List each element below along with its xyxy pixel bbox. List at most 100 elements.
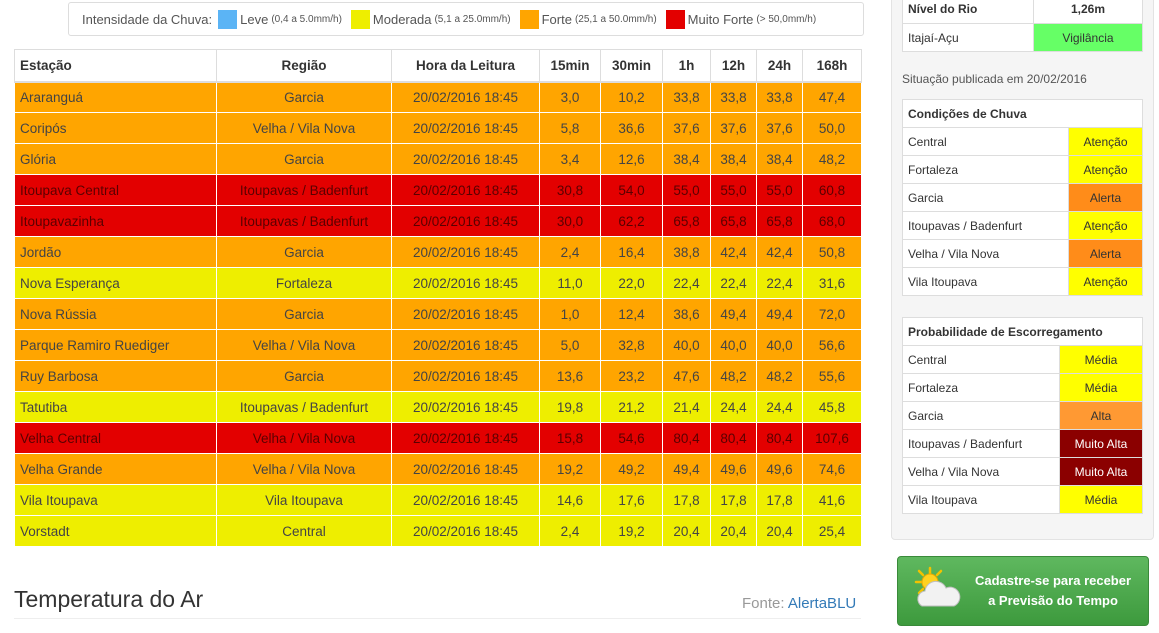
- rain-168h: 50,8: [802, 236, 862, 268]
- reading-time: 20/02/2016 18:45: [391, 267, 540, 299]
- list-item: Garcia Alerta: [902, 183, 1143, 212]
- legend-item-muito-forte: Muito Forte (> 50,0mm/h): [660, 9, 817, 29]
- rain-1h: 65,8: [662, 205, 711, 237]
- rain-conditions-table: Condições de Chuva Central Atenção Fortale…: [902, 99, 1143, 296]
- rain-30min: 23,2: [600, 360, 663, 392]
- table-row: Parque Ramiro Ruediger Velha / Vila Nova 2…: [14, 329, 862, 361]
- rain-12h: 55,0: [710, 174, 757, 206]
- rain-12h: 65,8: [710, 205, 757, 237]
- rain-12h: 37,6: [710, 112, 757, 144]
- rain-1h: 38,8: [662, 236, 711, 268]
- rain-24h: 33,8: [756, 81, 803, 113]
- reading-time: 20/02/2016 18:45: [391, 112, 540, 144]
- river-header-row: Nível do Rio 1,26m: [902, 0, 1143, 24]
- rain-15min: 30,8: [539, 174, 601, 206]
- reading-time: 20/02/2016 18:45: [391, 391, 540, 423]
- rain-12h: 24,4: [710, 391, 757, 423]
- rain-1h: 49,4: [662, 453, 711, 485]
- region-name: Velha / Vila Nova: [902, 239, 1069, 268]
- rain-conditions-body: Central Atenção Fortaleza Atenção Garcia Aler…: [902, 127, 1143, 296]
- rain-1h: 38,4: [662, 143, 711, 175]
- list-item: Central Atenção: [902, 127, 1143, 156]
- rain-intensity-legend: Intensidade da Chuva: Leve (0,4 a 5.0mm/…: [68, 2, 864, 36]
- rain-168h: 72,0: [802, 298, 862, 330]
- region: Fortaleza: [216, 267, 392, 299]
- rain-168h: 55,6: [802, 360, 862, 392]
- register-forecast-button[interactable]: Cadastre-se para receber a Previsão do T…: [897, 556, 1149, 626]
- rain-168h: 47,4: [802, 81, 862, 113]
- legend-label: Leve: [240, 11, 269, 27]
- rain-168h: 31,6: [802, 267, 862, 299]
- legend-range: (> 50,0mm/h): [756, 13, 817, 25]
- status-badge: Média: [1059, 345, 1143, 374]
- table-row: Glória Garcia 20/02/2016 18:45 3,4 12,6 38,4 3…: [14, 143, 862, 175]
- rain-stations-table: Estação Região Hora da Leitura 15min 30m…: [14, 49, 862, 547]
- region-name: Garcia: [902, 183, 1069, 212]
- river-level-table: Nível do Rio 1,26m Itajaí-Açu Vigilância: [902, 0, 1143, 52]
- region: Itoupavas / Badenfurt: [216, 391, 392, 423]
- legend-swatch: [519, 9, 539, 29]
- rain-1h: 37,6: [662, 112, 711, 144]
- reading-time: 20/02/2016 18:45: [391, 81, 540, 113]
- rain-15min: 5,8: [539, 112, 601, 144]
- station-name: Glória: [14, 143, 217, 175]
- legend-swatch: [665, 9, 685, 29]
- list-item: Vila Itoupava Média: [902, 485, 1143, 514]
- header-24h: 24h: [756, 49, 803, 83]
- rain-30min: 16,4: [600, 236, 663, 268]
- legend-range: (0,4 a 5.0mm/h): [271, 13, 342, 25]
- rain-15min: 5,0: [539, 329, 601, 361]
- rain-24h: 80,4: [756, 422, 803, 454]
- table-row: Ruy Barbosa Garcia 20/02/2016 18:45 13,6 23,…: [14, 360, 862, 392]
- river-name: Itajaí-Açu: [902, 23, 1034, 52]
- river-level-value: 1,26m: [1033, 0, 1143, 24]
- rain-1h: 40,0: [662, 329, 711, 361]
- region-name: Garcia: [902, 401, 1060, 430]
- legend-title: Intensidade da Chuva:: [82, 11, 213, 27]
- legend-label: Forte: [541, 11, 572, 27]
- station-name: Jordão: [14, 236, 217, 268]
- region: Garcia: [216, 81, 392, 113]
- rain-24h: 17,8: [756, 484, 803, 516]
- reading-time: 20/02/2016 18:45: [391, 298, 540, 330]
- rain-15min: 3,4: [539, 143, 601, 175]
- rain-15min: 13,6: [539, 360, 601, 392]
- landslide-probability-table: Probabilidade de Escorregamento Central M…: [902, 317, 1143, 514]
- station-name: Itoupavazinha: [14, 205, 217, 237]
- header-regiao: Região: [216, 49, 392, 83]
- rain-15min: 19,8: [539, 391, 601, 423]
- station-name: Tatutiba: [14, 391, 217, 423]
- region: Garcia: [216, 298, 392, 330]
- station-name: Ruy Barbosa: [14, 360, 217, 392]
- region: Itoupavas / Badenfurt: [216, 205, 392, 237]
- rain-30min: 19,2: [600, 515, 663, 547]
- list-item: Itoupavas / Badenfurt Muito Alta: [902, 429, 1143, 458]
- table-body: Araranguá Garcia 20/02/2016 18:45 3,0 10,2 33…: [14, 81, 862, 547]
- weather-icon: [914, 566, 961, 607]
- reading-time: 20/02/2016 18:45: [391, 236, 540, 268]
- region: Garcia: [216, 143, 392, 175]
- legend-range: (5,1 a 25.0mm/h): [434, 13, 511, 25]
- source-link[interactable]: AlertaBLU: [787, 595, 857, 612]
- rain-24h: 37,6: [756, 112, 803, 144]
- rain-30min: 12,6: [600, 143, 663, 175]
- rain-15min: 1,0: [539, 298, 601, 330]
- header-1h: 1h: [662, 49, 711, 83]
- table-header-row: Estação Região Hora da Leitura 15min 30m…: [14, 49, 862, 83]
- rain-168h: 25,4: [802, 515, 862, 547]
- rain-1h: 17,8: [662, 484, 711, 516]
- rain-30min: 22,0: [600, 267, 663, 299]
- table-row: Jordão Garcia 20/02/2016 18:45 2,4 16,4 38,8 4…: [14, 236, 862, 268]
- station-name: Parque Ramiro Ruediger: [14, 329, 217, 361]
- table-row: Nova Rússia Garcia 20/02/2016 18:45 1,0 12,4…: [14, 298, 862, 330]
- station-name: Velha Grande: [14, 453, 217, 485]
- rain-1h: 33,8: [662, 81, 711, 113]
- rain-24h: 65,8: [756, 205, 803, 237]
- legend-label: Muito Forte: [687, 11, 754, 27]
- table-row: Velha Grande Velha / Vila Nova 20/02/2016 …: [14, 453, 862, 485]
- status-badge: Média: [1059, 485, 1143, 514]
- region: Itoupavas / Badenfurt: [216, 174, 392, 206]
- table-row: Tatutiba Itoupavas / Badenfurt 20/02/2016 …: [14, 391, 862, 423]
- region-name: Fortaleza: [902, 373, 1060, 402]
- rain-12h: 20,4: [710, 515, 757, 547]
